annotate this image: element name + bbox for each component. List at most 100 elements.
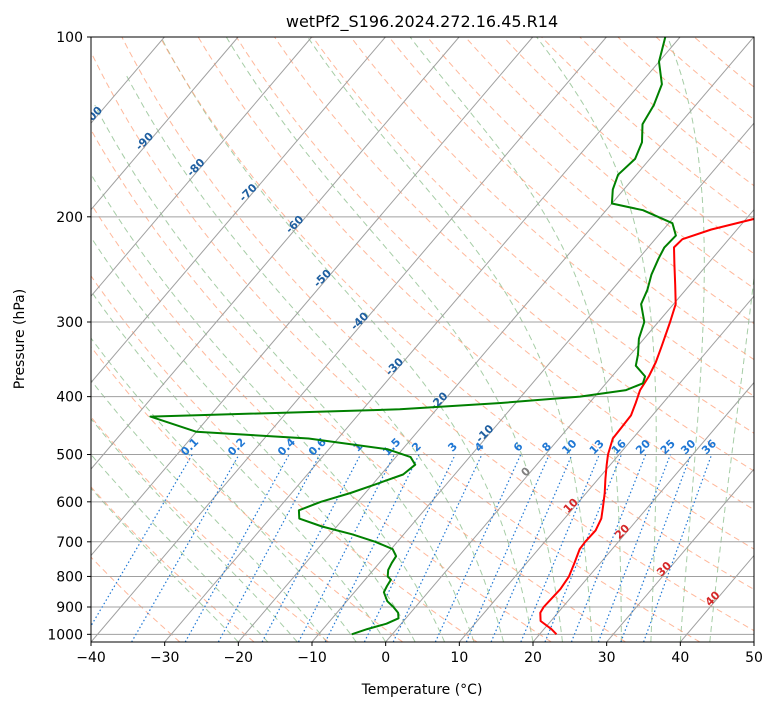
mixing-ratio-label: 36 xyxy=(699,437,719,457)
moist-adiabat-line xyxy=(709,273,754,642)
isotherm-line xyxy=(532,381,754,642)
mixing-ratio-line xyxy=(520,454,600,642)
isotherm-line xyxy=(91,37,313,297)
mixing-ratio-line xyxy=(261,454,362,642)
isotherm-line xyxy=(237,37,754,642)
isotherm-label: -40 xyxy=(348,309,371,332)
isotherm-line xyxy=(385,208,754,642)
x-tick-label: −20 xyxy=(224,650,254,666)
dry-adiabat-line xyxy=(121,37,754,632)
temperature-profile-line xyxy=(539,217,754,636)
dry-adiabat-line xyxy=(693,37,754,88)
chart-title: wetPf2_S196.2024.272.16.45.R14 xyxy=(286,12,558,32)
moist-adiabat-line xyxy=(667,37,705,642)
dry-adiabat-label: 40 xyxy=(703,588,723,608)
mixing-ratio-label: 0.1 xyxy=(178,436,201,459)
dry-adiabats xyxy=(91,37,754,642)
y-axis-ticks: 1000 900 800 700 600 500 400 300 200 100 xyxy=(47,30,91,643)
isotherm-label: -80 xyxy=(184,156,207,179)
dry-adiabat-line xyxy=(579,37,754,187)
y-tick-label: 600 xyxy=(56,495,83,511)
x-tick-label: 40 xyxy=(671,650,689,666)
mixing-ratio-line xyxy=(597,454,671,642)
moist-adiabat-line xyxy=(409,37,622,642)
moist-adiabat-line xyxy=(91,236,416,642)
y-tick-label: 900 xyxy=(56,600,83,616)
isotherm-line xyxy=(91,37,460,470)
moist-adiabat-line xyxy=(91,173,446,642)
isotherm-line xyxy=(91,37,607,642)
isotherm-line xyxy=(91,37,386,384)
isotherm-line xyxy=(164,37,681,642)
moist-adiabat-line xyxy=(91,418,298,642)
mixing-ratio-label: 2 xyxy=(409,440,424,455)
moist-adiabats xyxy=(91,37,754,642)
dry-adiabat-line xyxy=(235,37,754,511)
dry-adiabat-label: 20 xyxy=(612,522,632,542)
isotherm-line xyxy=(753,641,754,642)
y-axis-label: Pressure (hPa) xyxy=(12,289,28,389)
isotherm-label: -60 xyxy=(283,213,306,236)
isotherm-line xyxy=(91,37,239,211)
x-tick-label: −30 xyxy=(150,650,180,666)
moist-adiabat-line xyxy=(225,37,563,642)
y-tick-label: 300 xyxy=(56,315,83,331)
mixing-ratio-label: 8 xyxy=(539,440,554,455)
isotherm-line xyxy=(679,554,754,642)
dry-adiabat-line xyxy=(655,37,754,121)
dry-adiabat-line xyxy=(159,37,754,590)
x-tick-label: 0 xyxy=(381,650,390,666)
dry-adiabat-line xyxy=(197,37,754,550)
dry-adiabat-line xyxy=(274,37,754,472)
moist-adiabat-line xyxy=(307,37,593,642)
y-tick-label: 100 xyxy=(56,30,83,46)
x-tick-label: 50 xyxy=(745,650,763,666)
moist-adiabat-line xyxy=(160,37,534,642)
x-tick-label: 20 xyxy=(524,650,542,666)
dry-adiabat-line xyxy=(91,51,701,642)
mixing-ratio-label: 30 xyxy=(678,437,698,457)
x-tick-label: −10 xyxy=(297,650,327,666)
x-axis-ticks: −40 −30 −20 −10 0 10 20 30 40 50 xyxy=(76,642,763,666)
dry-adiabat-line xyxy=(91,416,329,642)
pressure-gridlines xyxy=(91,37,754,635)
mixing-ratio-line xyxy=(324,454,420,642)
y-tick-label: 200 xyxy=(56,210,83,226)
dry-adiabat-line xyxy=(91,128,626,642)
y-tick-label: 500 xyxy=(56,448,83,464)
mixing-ratio-line xyxy=(465,454,550,642)
mixing-ratio-line xyxy=(392,454,483,642)
mixing-ratio-line xyxy=(131,454,240,642)
mixing-ratio-label: 3 xyxy=(445,440,460,455)
moist-adiabat-line xyxy=(94,104,475,642)
isotherm-line xyxy=(311,122,754,642)
x-tick-label: 10 xyxy=(450,650,468,666)
isotherms xyxy=(91,37,754,642)
dry-adiabat-line xyxy=(350,37,754,397)
isotherm-label: -50 xyxy=(311,267,334,290)
inline-labels: 0.1 0.2 0.4 0.6 1 1.5 2 3 4 6 8 10 13 16 20 25 30 36-100-… xyxy=(91,104,723,609)
mixing-ratio-line xyxy=(91,454,193,628)
moist-adiabat-line xyxy=(536,37,657,642)
mixing-ratio-label: 20 xyxy=(633,437,653,457)
mixing-ratio-line xyxy=(184,454,290,642)
moist-adiabat-line xyxy=(124,73,504,642)
x-tick-label: 30 xyxy=(598,650,616,666)
dry-adiabat-line xyxy=(91,556,181,642)
y-tick-label: 400 xyxy=(56,390,83,406)
isotherm-label: -30 xyxy=(383,355,406,378)
y-tick-label: 1000 xyxy=(47,627,83,643)
isotherm-line xyxy=(458,295,754,642)
dry-adiabat-line xyxy=(91,346,404,642)
profiles xyxy=(149,37,754,636)
mixing-ratio-label: 10 xyxy=(559,437,579,457)
plot-frame xyxy=(90,36,755,643)
moist-adiabat-line xyxy=(91,453,269,642)
mixing-ratio-line xyxy=(643,454,713,642)
isotherm-line xyxy=(606,468,754,642)
mixing-ratio-line xyxy=(297,454,395,642)
mixing-ratio-line xyxy=(620,454,692,642)
dry-adiabat-line xyxy=(91,275,478,642)
isotherm-line xyxy=(91,37,534,557)
x-tick-label: −40 xyxy=(76,650,106,666)
